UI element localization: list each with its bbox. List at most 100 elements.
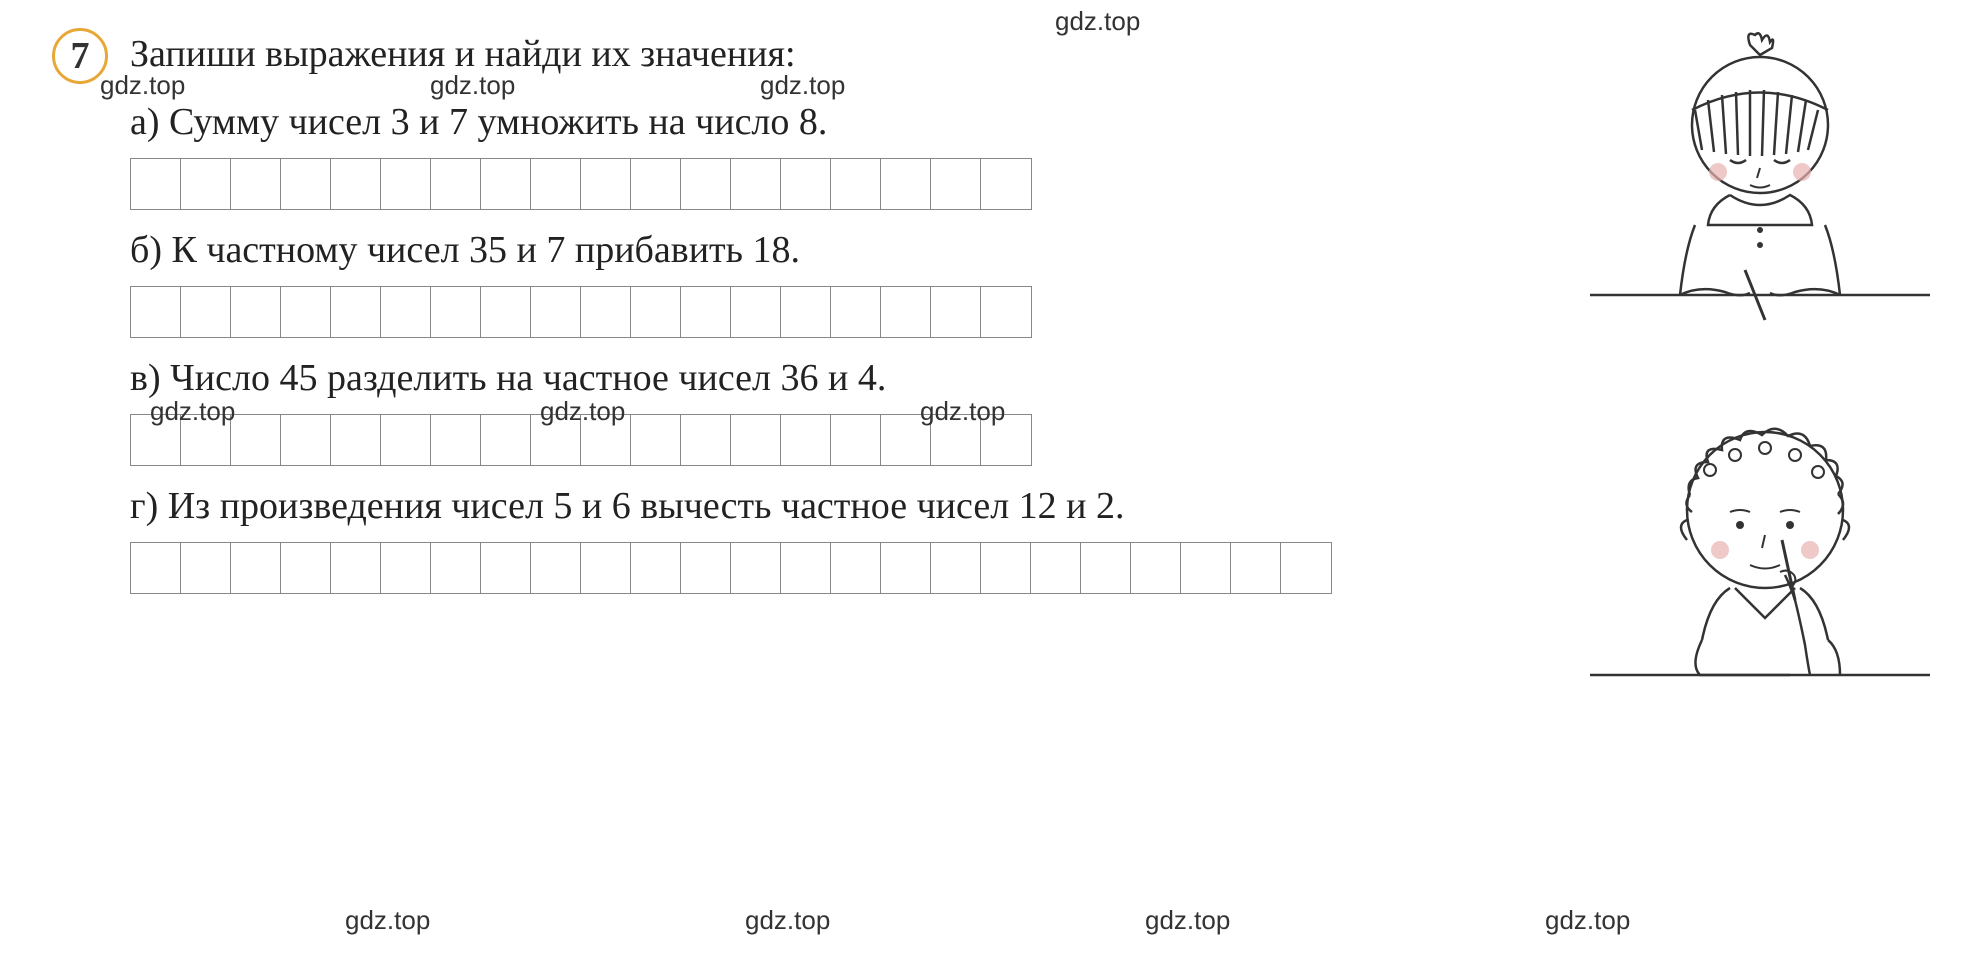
grid-cell[interactable] bbox=[231, 287, 281, 337]
task-number-text: 7 bbox=[71, 34, 90, 78]
answer-grid[interactable] bbox=[130, 286, 1032, 338]
grid-cell[interactable] bbox=[731, 287, 781, 337]
grid-cell[interactable] bbox=[531, 159, 581, 209]
grid-cell[interactable] bbox=[631, 159, 681, 209]
grid-cell[interactable] bbox=[581, 415, 631, 465]
grid-cell[interactable] bbox=[1131, 543, 1181, 593]
watermark: gdz.top bbox=[1545, 905, 1630, 936]
grid-cell[interactable] bbox=[781, 543, 831, 593]
grid-cell[interactable] bbox=[681, 287, 731, 337]
grid-cell[interactable] bbox=[531, 415, 581, 465]
watermark: gdz.top bbox=[745, 905, 830, 936]
grid-cell[interactable] bbox=[331, 159, 381, 209]
grid-cell[interactable] bbox=[881, 415, 931, 465]
grid-cell[interactable] bbox=[531, 543, 581, 593]
grid-cell[interactable] bbox=[581, 159, 631, 209]
grid-cell[interactable] bbox=[631, 415, 681, 465]
subtask: в) Число 45 разделить на частное чисел 3… bbox=[130, 356, 1550, 466]
grid-cell[interactable] bbox=[631, 543, 681, 593]
grid-cell[interactable] bbox=[531, 287, 581, 337]
subtask: а) Сумму чисел 3 и 7 умножить на число 8… bbox=[130, 100, 1550, 210]
grid-cell[interactable] bbox=[981, 159, 1031, 209]
grid-cell[interactable] bbox=[231, 415, 281, 465]
grid-cell[interactable] bbox=[981, 415, 1031, 465]
answer-grid[interactable] bbox=[130, 542, 1332, 594]
grid-cell[interactable] bbox=[681, 159, 731, 209]
subtask-text: а) Сумму чисел 3 и 7 умножить на число 8… bbox=[130, 100, 1550, 144]
grid-cell[interactable] bbox=[731, 159, 781, 209]
grid-cell[interactable] bbox=[381, 543, 431, 593]
grid-cell[interactable] bbox=[131, 287, 181, 337]
grid-cell[interactable] bbox=[981, 543, 1031, 593]
grid-cell[interactable] bbox=[281, 415, 331, 465]
subtask: г) Из произведения чисел 5 и 6 вычесть ч… bbox=[130, 484, 1550, 594]
grid-cell[interactable] bbox=[281, 159, 331, 209]
grid-cell[interactable] bbox=[631, 287, 681, 337]
grid-cell[interactable] bbox=[131, 159, 181, 209]
grid-cell[interactable] bbox=[1081, 543, 1131, 593]
grid-cell[interactable] bbox=[281, 287, 331, 337]
grid-cell[interactable] bbox=[881, 543, 931, 593]
task-number-badge: 7 bbox=[52, 28, 108, 84]
grid-cell[interactable] bbox=[381, 287, 431, 337]
grid-cell[interactable] bbox=[381, 415, 431, 465]
subtask-text: г) Из произведения чисел 5 и 6 вычесть ч… bbox=[130, 484, 1550, 528]
grid-cell[interactable] bbox=[331, 415, 381, 465]
grid-cell[interactable] bbox=[931, 287, 981, 337]
grid-cell[interactable] bbox=[431, 543, 481, 593]
grid-cell[interactable] bbox=[231, 543, 281, 593]
grid-cell[interactable] bbox=[1281, 543, 1331, 593]
grid-cell[interactable] bbox=[881, 287, 931, 337]
grid-cell[interactable] bbox=[681, 415, 731, 465]
grid-cell[interactable] bbox=[231, 159, 281, 209]
grid-cell[interactable] bbox=[131, 543, 181, 593]
grid-cell[interactable] bbox=[481, 287, 531, 337]
grid-cell[interactable] bbox=[781, 159, 831, 209]
grid-cell[interactable] bbox=[831, 159, 881, 209]
grid-cell[interactable] bbox=[481, 159, 531, 209]
grid-cell[interactable] bbox=[931, 543, 981, 593]
watermark: gdz.top bbox=[345, 905, 430, 936]
grid-cell[interactable] bbox=[281, 543, 331, 593]
grid-cell[interactable] bbox=[431, 159, 481, 209]
grid-cell[interactable] bbox=[481, 415, 531, 465]
grid-cell[interactable] bbox=[931, 415, 981, 465]
subtask-text: в) Число 45 разделить на частное чисел 3… bbox=[130, 356, 1550, 400]
watermark: gdz.top bbox=[1055, 6, 1140, 37]
grid-cell[interactable] bbox=[1031, 543, 1081, 593]
grid-cell[interactable] bbox=[831, 415, 881, 465]
grid-cell[interactable] bbox=[781, 415, 831, 465]
answer-grid[interactable] bbox=[130, 414, 1032, 466]
grid-cell[interactable] bbox=[731, 543, 781, 593]
answer-grid[interactable] bbox=[130, 158, 1032, 210]
illustration-girl bbox=[1590, 30, 1930, 335]
watermark: gdz.top bbox=[1145, 905, 1230, 936]
grid-cell[interactable] bbox=[431, 415, 481, 465]
grid-cell[interactable] bbox=[831, 287, 881, 337]
grid-cell[interactable] bbox=[431, 287, 481, 337]
grid-cell[interactable] bbox=[581, 287, 631, 337]
task-title: Запиши выражения и найди их значения: bbox=[130, 32, 796, 76]
illustration-boy bbox=[1590, 400, 1930, 725]
grid-cell[interactable] bbox=[481, 543, 531, 593]
grid-cell[interactable] bbox=[331, 543, 381, 593]
grid-cell[interactable] bbox=[931, 159, 981, 209]
grid-cell[interactable] bbox=[381, 159, 431, 209]
grid-cell[interactable] bbox=[1181, 543, 1231, 593]
grid-cell[interactable] bbox=[581, 543, 631, 593]
grid-cell[interactable] bbox=[731, 415, 781, 465]
grid-cell[interactable] bbox=[1231, 543, 1281, 593]
grid-cell[interactable] bbox=[181, 415, 231, 465]
grid-cell[interactable] bbox=[331, 287, 381, 337]
grid-cell[interactable] bbox=[181, 159, 231, 209]
grid-cell[interactable] bbox=[781, 287, 831, 337]
grid-cell[interactable] bbox=[981, 287, 1031, 337]
grid-cell[interactable] bbox=[881, 159, 931, 209]
grid-cell[interactable] bbox=[831, 543, 881, 593]
grid-cell[interactable] bbox=[181, 543, 231, 593]
grid-cell[interactable] bbox=[131, 415, 181, 465]
grid-cell[interactable] bbox=[681, 543, 731, 593]
subtasks-container: а) Сумму чисел 3 и 7 умножить на число 8… bbox=[130, 100, 1550, 612]
subtask-text: б) К частному чисел 35 и 7 прибавить 18. bbox=[130, 228, 1550, 272]
grid-cell[interactable] bbox=[181, 287, 231, 337]
